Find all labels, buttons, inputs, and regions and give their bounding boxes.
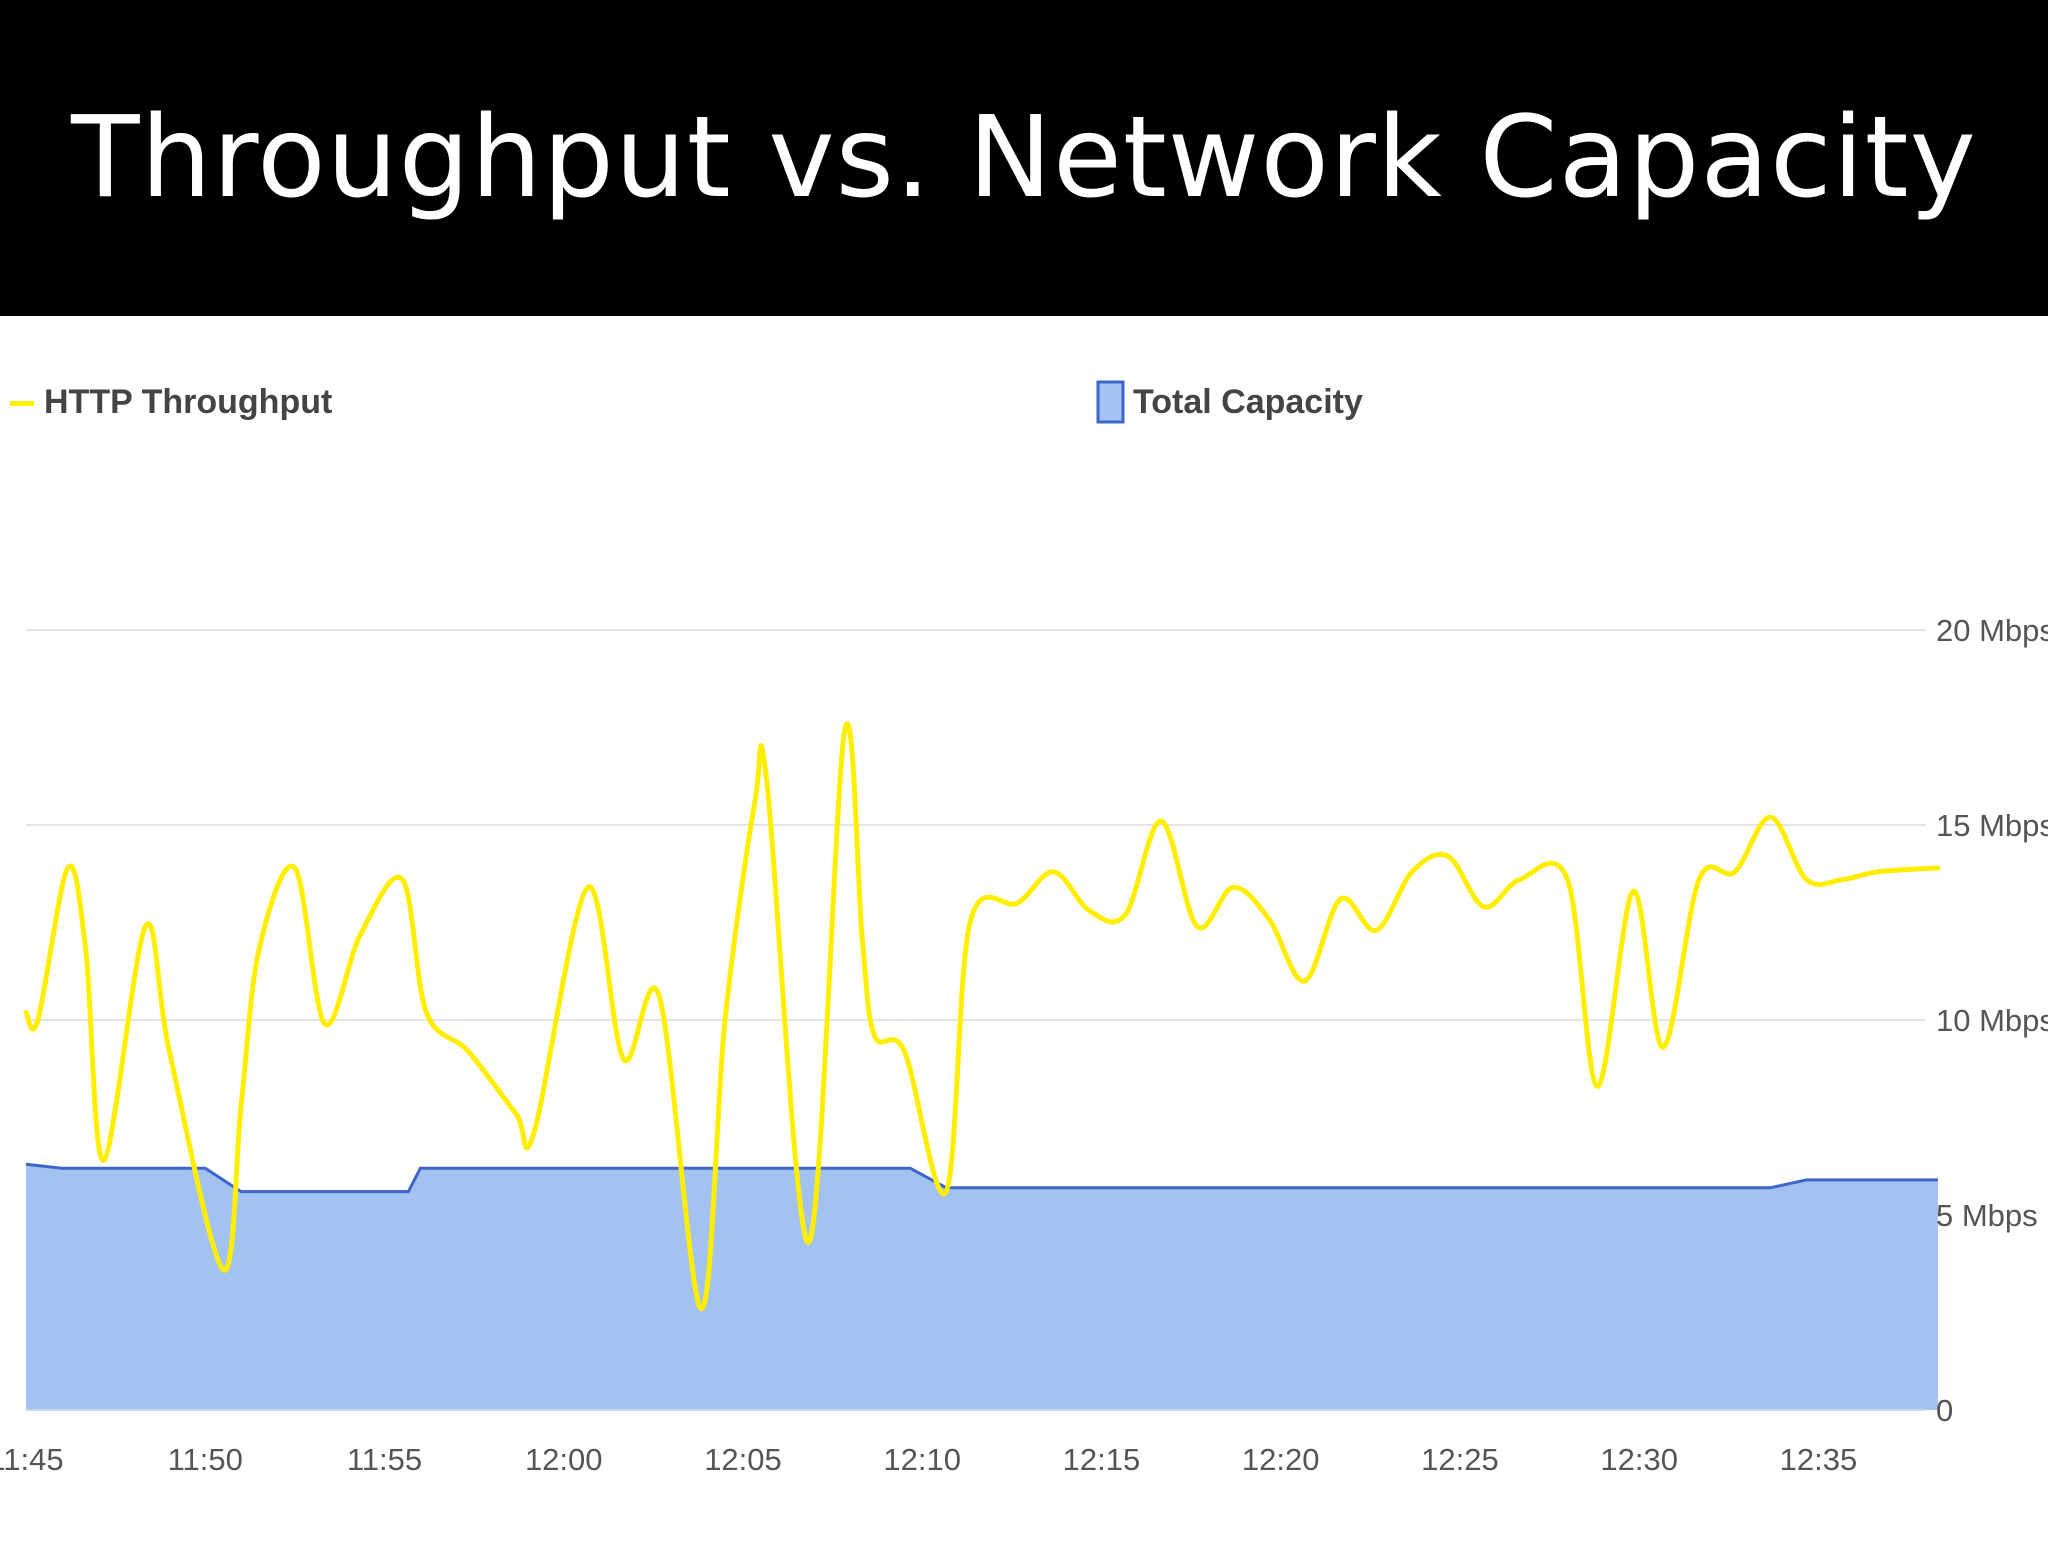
slide-title: Throughput vs. Network Capacity <box>71 93 1977 223</box>
x-tick-label: 12:05 <box>704 1442 782 1477</box>
capacity-area <box>26 1164 1938 1410</box>
y-tick-label: 20 Mbps <box>1936 613 2048 648</box>
legend-swatch-capacity <box>1096 380 1125 424</box>
x-tick-label: 12:00 <box>525 1442 603 1477</box>
x-tick-label: 12:10 <box>883 1442 961 1477</box>
throughput-line-layer <box>23 721 1941 1312</box>
x-tick-label: 12:15 <box>1063 1442 1141 1477</box>
y-tick-label: 15 Mbps <box>1936 808 2048 843</box>
legend-label-throughput: HTTP Throughput <box>44 383 332 421</box>
legend-label-capacity: Total Capacity <box>1133 383 1363 421</box>
chart-area: HTTP Throughput Total Capacity 0 5 Mbps 10… <box>0 316 2048 1536</box>
legend: HTTP Throughput Total Capacity <box>10 380 1363 424</box>
x-tick-label: 12:30 <box>1600 1442 1678 1477</box>
capacity-area-layer <box>25 1162 1938 1411</box>
throughput-chart: HTTP Throughput Total Capacity 0 5 Mbps 10… <box>0 380 2048 1477</box>
x-tick-label: 11:45 <box>0 1442 64 1477</box>
y-axis-ticks: 0 5 Mbps 10 Mbps 15 Mbps 20 Mbps <box>1936 613 2048 1428</box>
y-tick-label: 0 <box>1936 1393 1953 1428</box>
x-tick-label: 11:55 <box>347 1442 422 1477</box>
slide-title-bar: Throughput vs. Network Capacity <box>0 0 2048 316</box>
legend-swatch-throughput <box>10 401 34 406</box>
y-tick-label: 10 Mbps <box>1936 1003 2048 1038</box>
x-tick-label: 12:25 <box>1421 1442 1499 1477</box>
capacity-line <box>25 1162 1938 1194</box>
x-tick-label: 12:20 <box>1242 1442 1320 1477</box>
x-tick-label: 11:50 <box>168 1442 243 1477</box>
throughput-line <box>23 721 1941 1312</box>
x-tick-label: 12:35 <box>1780 1442 1858 1477</box>
x-axis-ticks: 11:45 11:50 11:55 12:00 12:05 12:10 12:15 12:20… <box>0 1442 1857 1477</box>
y-tick-label: 5 Mbps <box>1936 1198 2038 1233</box>
